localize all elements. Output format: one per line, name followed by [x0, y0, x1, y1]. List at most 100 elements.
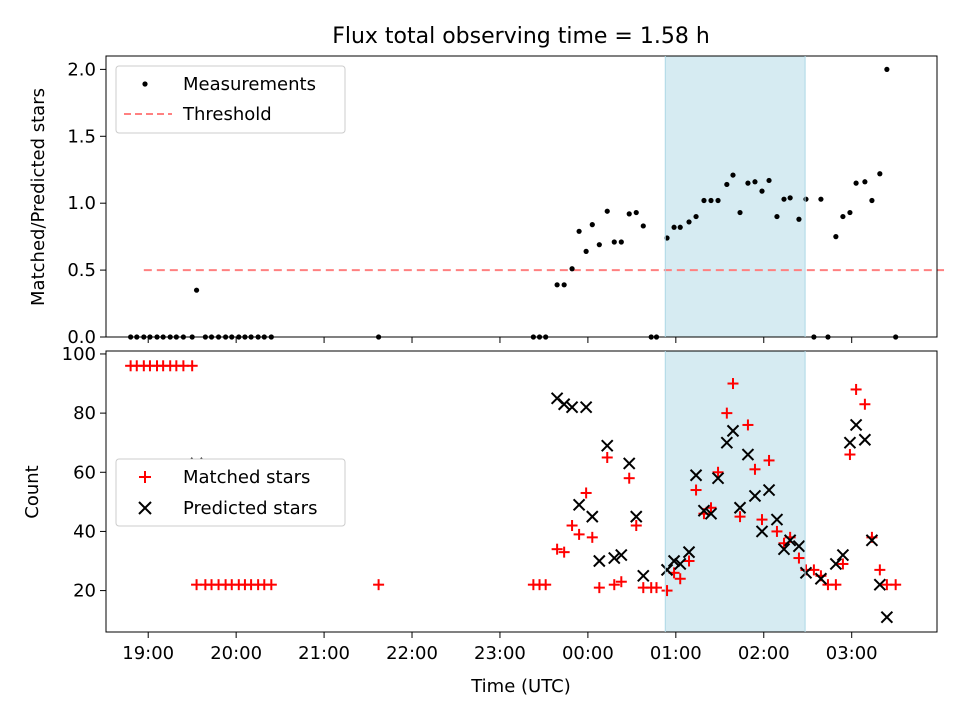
predicted-star-point [880, 611, 894, 624]
measurement-point [640, 223, 646, 229]
predicted-star-point [697, 504, 711, 517]
predicted-star-point [770, 513, 784, 526]
matched-star-point [630, 520, 642, 532]
x-tick-label: 03:00 [826, 643, 878, 664]
measurement-point [833, 234, 839, 240]
top-panel: 0.00.51.01.52.0 Matched/Predicted stars … [28, 55, 945, 348]
matched-star-point [615, 576, 627, 588]
bottom-y-tick-label: 40 [73, 521, 96, 542]
matched-star-point [793, 552, 805, 564]
x-axis-label: Time (UTC) [470, 676, 571, 697]
predicted-star-point [720, 436, 734, 449]
measurement-point [840, 213, 846, 220]
predicted-star-point [667, 554, 681, 568]
bottom-highlight-span [665, 351, 806, 632]
matched-star-point [837, 558, 849, 570]
measurement-point [796, 216, 802, 222]
matched-star-point [771, 525, 783, 537]
predicted-star-point [873, 578, 887, 591]
matched-star-point [890, 579, 902, 591]
x-tick-label: 00:00 [562, 643, 614, 664]
top-y-tick-label: 1.5 [67, 126, 96, 147]
matched-star-point [727, 378, 739, 390]
measurement-point [787, 195, 793, 201]
legend-matched-label: Matched stars [183, 467, 310, 488]
matched-star-point [558, 546, 570, 558]
measurement-point [737, 209, 743, 216]
measurement-point [193, 287, 200, 293]
measurement-point [618, 239, 624, 245]
predicted-star-point [748, 489, 762, 503]
measurement-point [633, 209, 639, 216]
matched-star-point [859, 398, 871, 410]
predicted-star-point [792, 540, 806, 553]
top-x-ticks [147, 337, 853, 343]
top-legend: Measurements Threshold [115, 65, 346, 134]
measurement-point [561, 282, 567, 288]
measurement-point [818, 196, 824, 202]
measurement-point [724, 181, 730, 188]
top-axes-frame [105, 55, 938, 338]
measurement-point [715, 197, 721, 204]
predicted-star-point [565, 400, 579, 414]
measurement-point [589, 222, 595, 228]
measurement-point [677, 224, 683, 230]
matched-star-point [742, 419, 754, 431]
legend-threshold-label: Threshold [182, 104, 272, 125]
measurement-point [745, 180, 751, 186]
predicted-star-point [660, 563, 674, 577]
predicted-star-point [849, 418, 863, 432]
measurement-point [847, 209, 853, 216]
predicted-star-point [572, 498, 586, 512]
measurement-point [583, 248, 589, 254]
matched-star-point [756, 514, 768, 526]
predicted-star-point [637, 569, 650, 583]
predicted-star-point [586, 510, 599, 523]
predicted-star-point [858, 433, 872, 446]
measurement-point [611, 239, 617, 245]
top-y-ticks: 0.0 0.5 1.0 1.5 2.0 [67, 59, 106, 348]
matched-star-point [601, 451, 613, 463]
matched-star-point [573, 528, 585, 540]
top-y-tick-label: 2.0 [67, 59, 96, 80]
predicted-star-point [836, 548, 850, 562]
matched-star-point [674, 573, 686, 585]
measurement-point [803, 196, 809, 202]
predicted-star-point [843, 436, 857, 449]
matched-star-point [830, 579, 842, 591]
chart-title: Flux total observing time = 1.58 h [332, 24, 710, 49]
predicted-star-point [557, 398, 571, 411]
bottom-axes-frame [105, 350, 938, 633]
matched-star-point [650, 582, 662, 594]
measurement-point [869, 197, 875, 204]
measurement-point [671, 224, 677, 230]
bottom-y-tick-label: 80 [73, 403, 96, 424]
matched-star-point [608, 579, 620, 591]
matched-star-point [373, 579, 385, 591]
predicted-star-point [799, 566, 813, 580]
matched-star-point [749, 463, 761, 475]
predicted-star-point [829, 557, 843, 571]
bottom-y-ticks: 20 40 60 80 100 [62, 344, 106, 602]
legend-predicted-label: Predicted stars [183, 498, 317, 519]
matched-star-point [874, 564, 886, 576]
measurement-point [774, 213, 780, 220]
x-tick-label: 02:00 [738, 643, 790, 664]
predicted-star-point [762, 483, 776, 497]
matched-stars-points [125, 360, 902, 597]
matched-star-point [623, 472, 635, 484]
measurement-point [884, 66, 890, 72]
x-tick-label: 20:00 [210, 643, 262, 664]
matched-star-point [712, 466, 724, 478]
predicted-star-point [704, 507, 718, 520]
legend-measurements-label: Measurements [183, 74, 316, 95]
matched-star-point [265, 579, 277, 591]
top-highlight-span [665, 56, 806, 337]
measurement-point [862, 179, 868, 185]
predicted-star-point [593, 554, 606, 568]
x-tick-label: 21:00 [298, 643, 350, 664]
bottom-x-ticks: 19:00 20:00 21:00 22:00 23:00 00:00 01:00 02:00… [122, 632, 878, 664]
top-y-tick-label: 0.5 [67, 260, 96, 281]
bottom-y-tick-label: 100 [62, 344, 96, 365]
matched-star-point [586, 531, 598, 543]
